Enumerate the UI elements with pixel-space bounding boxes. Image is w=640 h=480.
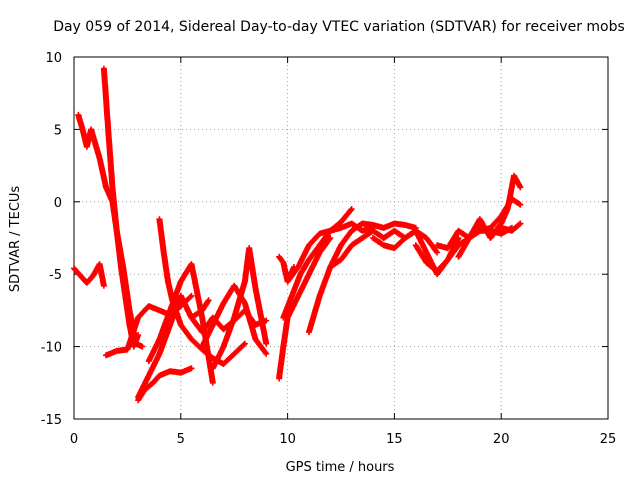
x-tick-label: 0 (70, 432, 78, 447)
y-tick-label: -15 (41, 413, 62, 428)
y-tick-label: 0 (54, 196, 62, 211)
series-arc-8 (156, 216, 248, 367)
x-tick-label: 15 (386, 432, 403, 447)
series-arc-3 (100, 65, 142, 350)
x-tick-label: 25 (600, 432, 617, 447)
data-point-markers (284, 220, 376, 285)
axis-ticks: 0 5 10 15 20 25 10 5 0 -5 -10 -15 (41, 51, 617, 447)
data-series (71, 65, 524, 404)
series-arc-22 (466, 195, 524, 241)
data-point-markers (276, 235, 334, 382)
y-tick-label: -5 (49, 268, 62, 283)
x-tick-label: 20 (493, 432, 510, 447)
data-point-markers (306, 220, 419, 336)
data-point-markers (156, 216, 248, 367)
plot-frame (73, 56, 609, 420)
y-tick-label: 5 (54, 123, 62, 138)
y-axis-label: SDTVAR / TECUs (8, 186, 23, 293)
y-tick-label: 10 (45, 51, 62, 66)
data-point-markers (71, 261, 107, 289)
series-arc-15 (284, 220, 376, 285)
series-arc-12 (276, 235, 334, 382)
x-tick-label: 5 (177, 432, 185, 447)
data-point-markers (100, 65, 142, 350)
series-arc-1 (71, 261, 107, 289)
x-axis-label: GPS time / hours (286, 460, 395, 475)
series-arc-11 (209, 245, 270, 372)
data-point-markers (466, 195, 524, 241)
chart-title: Day 059 of 2014, Sidereal Day-to-day VTE… (53, 19, 625, 35)
y-tick-label: -10 (41, 341, 62, 356)
data-point-markers (209, 245, 270, 372)
series-arc-16 (306, 220, 419, 336)
x-tick-label: 10 (279, 432, 296, 447)
